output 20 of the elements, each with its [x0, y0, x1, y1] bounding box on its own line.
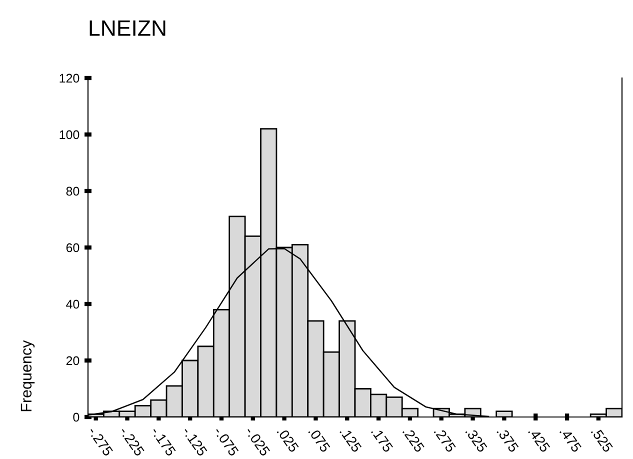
x-tick-label: .175: [370, 426, 394, 453]
y-tick-label: 0: [73, 412, 80, 422]
x-tick-label: .375: [496, 426, 520, 453]
y-axis-title: Frequency: [20, 340, 35, 412]
x-tick-label: .125: [340, 426, 362, 453]
x-tick-label: .075: [308, 426, 331, 453]
x-tick-label: .225: [402, 426, 425, 453]
y-tick-label: 80: [66, 186, 80, 196]
x-tick-label: .325: [465, 426, 488, 453]
chart-title: LNEIZN: [90, 20, 166, 36]
x-tick-label: .525: [590, 426, 614, 453]
x-tick-label: .275: [434, 426, 456, 453]
x-tick-label: .425: [528, 426, 550, 453]
y-tick-label: 20: [66, 356, 80, 366]
x-tick-label: .025: [276, 426, 300, 453]
y-tick-label: 100: [60, 130, 80, 140]
y-tick-label: 120: [60, 74, 80, 83]
y-tick-label: 60: [66, 243, 80, 252]
x-tick-label: .475: [559, 426, 582, 453]
y-tick-label: 40: [66, 300, 80, 309]
